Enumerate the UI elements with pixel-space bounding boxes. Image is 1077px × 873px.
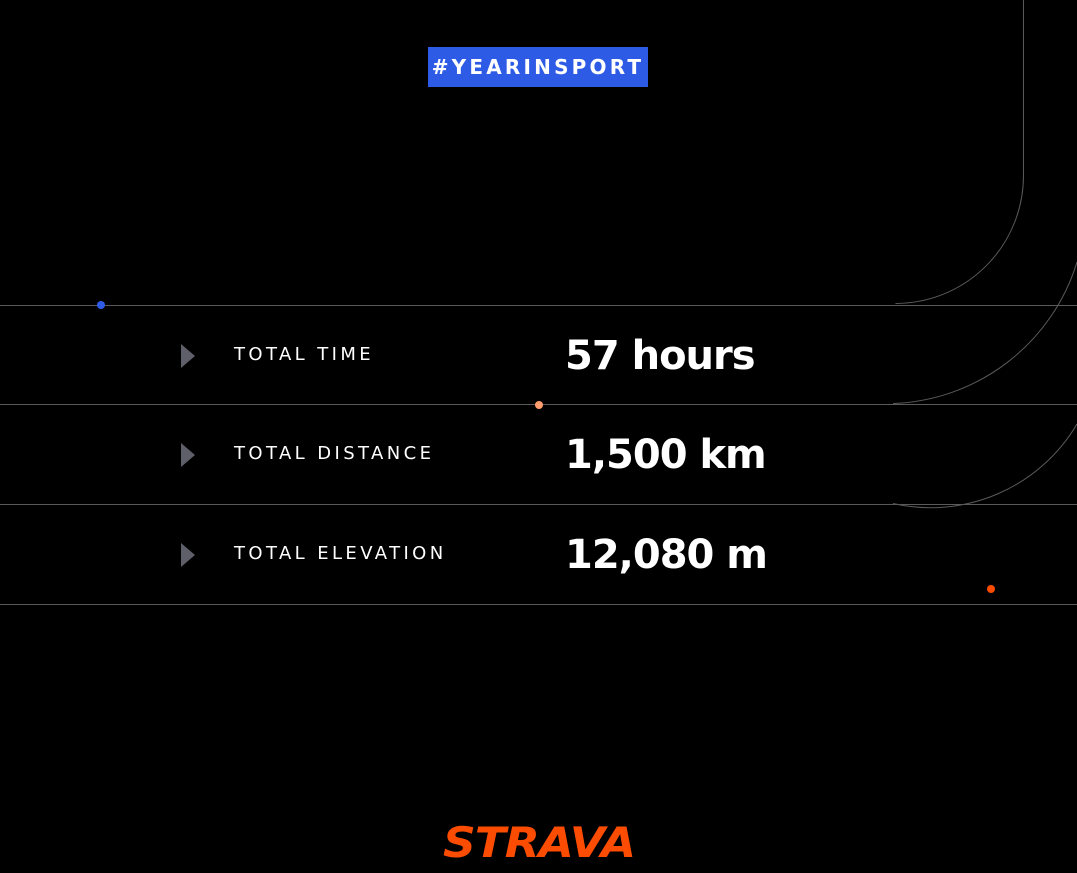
stat-value: 12,080 m bbox=[565, 532, 768, 578]
curve-line bbox=[895, 0, 1025, 304]
hashtag-badge: #YEARINSPORT bbox=[428, 47, 648, 87]
stat-row-total-elevation: TOTAL ELEVATION 12,080 m bbox=[0, 505, 1077, 604]
stat-row-total-time: TOTAL TIME 57 hours bbox=[0, 306, 1077, 405]
stat-row-total-distance: TOTAL DISTANCE 1,500 km bbox=[0, 405, 1077, 504]
stat-label: TOTAL DISTANCE bbox=[234, 443, 435, 464]
strava-logo: STRAVA bbox=[443, 820, 636, 862]
stat-value: 1,500 km bbox=[565, 432, 767, 478]
play-triangle-icon bbox=[181, 344, 195, 368]
play-triangle-icon bbox=[181, 543, 195, 567]
stat-value: 57 hours bbox=[565, 333, 756, 379]
svg-text:STRAVA: STRAVA bbox=[443, 820, 635, 862]
stat-label: TOTAL ELEVATION bbox=[234, 543, 447, 564]
play-triangle-icon bbox=[181, 443, 195, 467]
stat-label: TOTAL TIME bbox=[234, 344, 375, 365]
